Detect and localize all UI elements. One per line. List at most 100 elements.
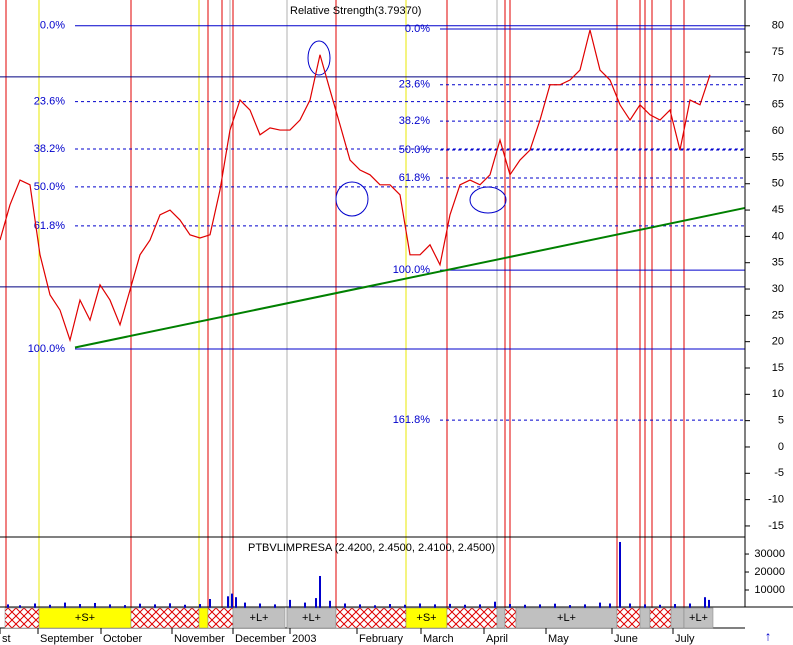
volume-tick-label: 10000 xyxy=(754,584,785,596)
volume-tick-label: 20000 xyxy=(754,566,785,578)
y-tick-label: 80 xyxy=(772,20,784,32)
fib-label: 100.0% xyxy=(393,264,431,276)
fib-label: 100.0% xyxy=(28,343,66,355)
volume-bar xyxy=(344,603,346,608)
x-tick-label: February xyxy=(359,633,404,645)
y-tick-label: 30 xyxy=(772,283,784,295)
volume-bar xyxy=(434,604,436,608)
signal-label: +S+ xyxy=(75,612,95,624)
volume-bar xyxy=(629,603,631,608)
fib-label: 61.8% xyxy=(34,220,65,232)
y-tick-label: 55 xyxy=(772,151,784,163)
y-tick-label: 65 xyxy=(772,99,784,111)
volume-title: PTBVLIMPRESA (2.4200, 2.4500, 2.4100, 2.… xyxy=(248,542,495,554)
signal-label: +S+ xyxy=(416,612,436,624)
trendline xyxy=(74,206,746,349)
fib-label: 38.2% xyxy=(399,115,430,127)
volume-bar xyxy=(689,603,691,608)
signal-segment xyxy=(616,607,641,629)
y-tick-label: 60 xyxy=(772,125,784,137)
signal-segment xyxy=(670,607,685,629)
volume-bar xyxy=(569,605,571,608)
y-tick-label: 70 xyxy=(772,72,784,84)
price-line xyxy=(0,29,711,343)
signal-segment xyxy=(4,607,40,629)
y-tick-label: 35 xyxy=(772,257,784,269)
volume-bar xyxy=(244,602,246,608)
signal-segment xyxy=(504,607,517,629)
fib-label: 50.0% xyxy=(34,181,65,193)
volume-bar xyxy=(419,603,421,608)
volume-bar xyxy=(374,605,376,608)
fib-label: 61.8% xyxy=(399,172,430,184)
volume-bar xyxy=(329,600,331,608)
signal-segment xyxy=(446,607,498,629)
volume-bar xyxy=(154,604,156,608)
volume-bar xyxy=(659,604,661,608)
volume-bar xyxy=(94,602,96,608)
volume-bar xyxy=(79,604,81,608)
y-tick-label: 45 xyxy=(772,204,784,216)
volume-bar xyxy=(34,603,36,608)
fib-label: 161.8% xyxy=(393,414,431,426)
volume-bar xyxy=(708,599,710,608)
x-tick-label: July xyxy=(675,633,695,645)
fib-label: 50.0% xyxy=(399,144,430,156)
y-tick-label: 40 xyxy=(772,230,784,242)
volume-bar xyxy=(199,604,201,608)
volume-bar xyxy=(231,593,233,608)
volume-bar xyxy=(539,604,541,608)
volume-bar xyxy=(19,605,21,608)
volume-bar xyxy=(64,602,66,608)
signal-label: +L+ xyxy=(302,612,321,624)
volume-bar xyxy=(404,604,406,608)
volume-bar xyxy=(227,596,229,608)
x-tick-label: December xyxy=(235,633,286,645)
signal-segment xyxy=(496,607,506,629)
y-tick-label: 75 xyxy=(772,46,784,58)
volume-bar xyxy=(554,603,556,608)
signal-segment xyxy=(130,607,200,629)
signal-label: +L+ xyxy=(689,612,708,624)
y-tick-label: 15 xyxy=(772,362,784,374)
volume-bar xyxy=(704,597,706,608)
volume-bar xyxy=(584,604,586,608)
signal-segment xyxy=(335,607,407,629)
scroll-arrow[interactable]: ↑ xyxy=(765,628,772,643)
plot-area xyxy=(0,0,746,628)
volume-bar xyxy=(524,604,526,608)
volume-bar xyxy=(479,604,481,608)
signal-segment xyxy=(639,607,651,629)
volume-bar xyxy=(619,541,621,608)
volume-bar xyxy=(609,603,611,608)
volume-bar xyxy=(209,599,211,608)
x-tick-label: March xyxy=(423,633,454,645)
signal-label: +L+ xyxy=(250,612,269,624)
y-tick-label: 25 xyxy=(772,309,784,321)
y-tick-label: -10 xyxy=(768,494,784,506)
volume-bar xyxy=(109,604,111,608)
volume-bar xyxy=(494,601,496,608)
x-tick-label: 2003 xyxy=(292,633,316,645)
y-tick-label: 0 xyxy=(778,441,784,453)
x-tick-label: May xyxy=(548,633,569,645)
volume-tick-label: 30000 xyxy=(754,548,785,560)
x-tick-label: September xyxy=(40,633,94,645)
fib-label: 38.2% xyxy=(34,143,65,155)
x-tick-label: June xyxy=(614,633,638,645)
annotation-circle xyxy=(307,40,331,76)
volume-bar xyxy=(319,575,321,608)
volume-bar xyxy=(49,604,51,608)
volume-bar xyxy=(674,604,676,608)
y-tick-label: -5 xyxy=(774,467,784,479)
volume-bar xyxy=(124,605,126,608)
volume-bar xyxy=(644,604,646,608)
volume-bar xyxy=(259,603,261,608)
volume-bar xyxy=(184,604,186,608)
volume-bar xyxy=(315,598,317,608)
annotation-circle xyxy=(469,186,507,214)
volume-bar xyxy=(235,597,237,608)
annotation-circle xyxy=(335,181,369,217)
volume-bar xyxy=(464,604,466,608)
